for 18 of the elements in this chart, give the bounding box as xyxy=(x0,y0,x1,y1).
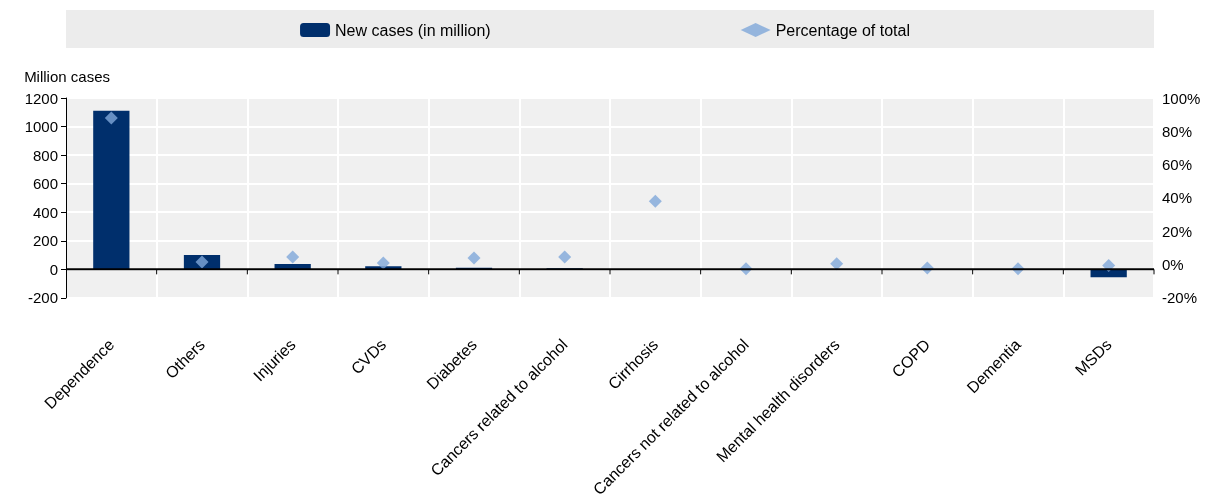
y-tick-label: 1200 xyxy=(24,89,58,107)
y2-tick-label: 0% xyxy=(1162,256,1184,274)
y-tick-label: 0 xyxy=(49,260,58,278)
y-tick-label: 1000 xyxy=(24,118,58,136)
y2-tick-label: 20% xyxy=(1162,222,1193,240)
y2-tick-label: 80% xyxy=(1162,122,1193,140)
y-tick-label: 200 xyxy=(32,232,58,250)
legend-label: New cases (in million) xyxy=(335,21,491,39)
y-tick-label: 600 xyxy=(32,175,58,193)
y2-tick-label: -20% xyxy=(1162,289,1198,307)
y-tick-label: 800 xyxy=(32,146,58,164)
y-tick-label: -200 xyxy=(27,289,58,307)
y2-tick-label: 100% xyxy=(1162,89,1201,107)
y-tick-label: 400 xyxy=(32,203,58,221)
y2-tick-label: 60% xyxy=(1162,156,1193,174)
legend-label: Percentage of total xyxy=(775,21,910,39)
y-axis-title: Million cases xyxy=(24,68,110,85)
y2-tick-label: 40% xyxy=(1162,189,1193,207)
